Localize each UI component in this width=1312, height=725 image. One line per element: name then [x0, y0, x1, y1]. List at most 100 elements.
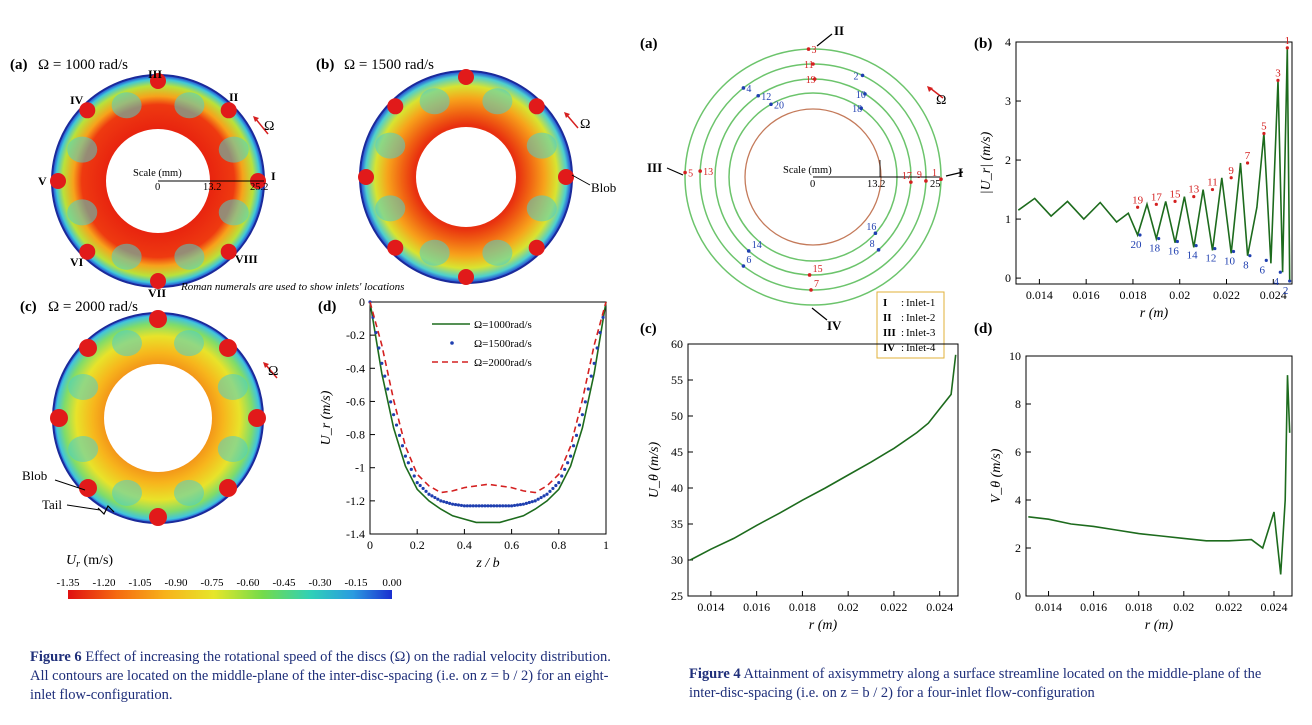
y-tick-label: 1: [1005, 212, 1011, 226]
streamline-point-label: 1: [932, 168, 937, 179]
series-point: [468, 504, 472, 508]
y-tick-label: 60: [671, 337, 683, 351]
streamline-point-label: 9: [917, 170, 922, 181]
peak-marker: [1210, 187, 1215, 192]
peak-marker: [1245, 161, 1250, 165]
colorbar-label: Ur (m/s): [66, 553, 113, 570]
y-axis-label: |U_r| (m/s): [979, 131, 994, 194]
peak-label: 7: [1245, 150, 1251, 162]
omega-arrow-c: [264, 363, 278, 379]
low-velocity-lobe: [482, 239, 513, 266]
y-axis-label: U_r (m/s): [319, 390, 334, 445]
numeral-II: II: [229, 90, 239, 104]
inlet-legend-num: I: [883, 297, 887, 309]
peak-marker: [1229, 176, 1233, 180]
y-tick-label: -1: [355, 461, 365, 475]
streamline-point: [756, 93, 760, 98]
inlet-arrow-II: [816, 33, 833, 47]
disc-hole-b: [416, 127, 516, 227]
series-point: [554, 483, 558, 488]
streamline-point: [746, 249, 751, 253]
tail-mark-c: [97, 504, 115, 516]
streamline-point: [939, 177, 943, 182]
series-point: [545, 492, 549, 496]
inlet-arrow-I: [945, 171, 964, 177]
streamline-point-label: 17: [902, 171, 912, 182]
series-point: [418, 483, 422, 488]
x-tick-label: 0.024: [1260, 288, 1287, 302]
fig4-caption-head: Figure 4: [689, 666, 741, 682]
y-tick-label: 45: [671, 445, 683, 459]
streamline-point-label: 16: [866, 222, 876, 233]
series-point: [486, 504, 490, 508]
series-point: [551, 486, 555, 491]
omega-symbol-b: Ω: [580, 117, 590, 132]
series-line: [369, 301, 607, 494]
inlet-blob: [387, 98, 404, 115]
colorbar-tick: -0.15: [345, 577, 368, 589]
y-tick-label: 4: [1015, 493, 1021, 507]
series-point: [424, 489, 428, 493]
x-tick-label: 0.014: [1026, 288, 1053, 302]
streamline-point: [741, 264, 746, 268]
fig6-caption: Figure 6 Effect of increasing the rotati…: [30, 648, 620, 705]
trough-marker: [1194, 244, 1198, 248]
blob-pointer-c: [54, 479, 86, 491]
series-point: [471, 504, 475, 508]
series-point: [574, 433, 579, 437]
x-tick-label: 0.8: [551, 538, 566, 552]
series-point: [403, 454, 407, 458]
series-line: [1017, 47, 1291, 282]
x-tick-label: 0.02: [838, 600, 859, 614]
omega-symbol-a: Ω: [264, 119, 274, 134]
series-point: [504, 504, 508, 508]
series-point: [433, 495, 437, 500]
x-axis-label: r (m): [1145, 618, 1174, 633]
trough-marker: [1288, 279, 1292, 283]
y-axis-label: V_θ (m/s): [989, 448, 1004, 503]
trough-label: 6: [1260, 264, 1266, 276]
streamline-point: [769, 102, 773, 107]
fig4-omega-arrowhead: [927, 86, 933, 92]
inlet-blob: [458, 269, 474, 285]
series-point: [394, 423, 399, 427]
streamline-point: [863, 92, 867, 96]
trough-label: 4: [1274, 276, 1280, 288]
trough-marker: [1138, 233, 1142, 237]
x-tick-label: 0.4: [457, 538, 472, 552]
inlet-blob: [558, 169, 574, 185]
x-tick-label: 0.6: [504, 538, 519, 552]
series-point: [595, 346, 599, 350]
plot-frame: [369, 301, 607, 535]
y-tick-label: -0.4: [346, 361, 365, 375]
trough-label: 12: [1205, 253, 1216, 265]
low-velocity-lobe: [67, 136, 98, 163]
low-velocity-lobe: [173, 479, 204, 506]
inlet-blob: [358, 169, 374, 185]
x-tick-label: 0.022: [1213, 288, 1240, 302]
blob-label-b: Blob: [591, 180, 616, 195]
inlet-legend-colon: :: [901, 342, 904, 354]
colorbar-tick: 0.00: [382, 577, 402, 589]
trough-label: 20: [1130, 239, 1142, 251]
fig6-panel-d: (d) 0 0.2 0.4 0.6 0.8 1 0 -0.2 -0.4 -0.6 -0.8 -1 -1.…: [318, 295, 609, 571]
series-point: [598, 331, 602, 335]
peak-marker: [1262, 131, 1266, 136]
fig6-panel-b: (b) Ω = 1500 rad/s Ω Blob: [316, 57, 616, 285]
series-point: [474, 504, 478, 508]
x-tick-label: 0.022: [880, 600, 907, 614]
streamline-point-label: 4: [746, 84, 751, 95]
series-point: [501, 504, 505, 508]
trough-marker: [1248, 254, 1252, 258]
omega-arrow-b: [565, 113, 579, 129]
y-tick-label: -1.2: [346, 494, 365, 508]
series-point: [445, 500, 449, 505]
series-point: [415, 481, 419, 485]
colorbar-tick: -0.30: [309, 577, 332, 589]
colorbar-tick: -1.35: [57, 577, 80, 589]
x-tick-label: 0.016: [1073, 288, 1100, 302]
series-point: [530, 500, 534, 504]
fig4-panel-a-label: (a): [640, 36, 658, 52]
series-point: [439, 499, 443, 503]
